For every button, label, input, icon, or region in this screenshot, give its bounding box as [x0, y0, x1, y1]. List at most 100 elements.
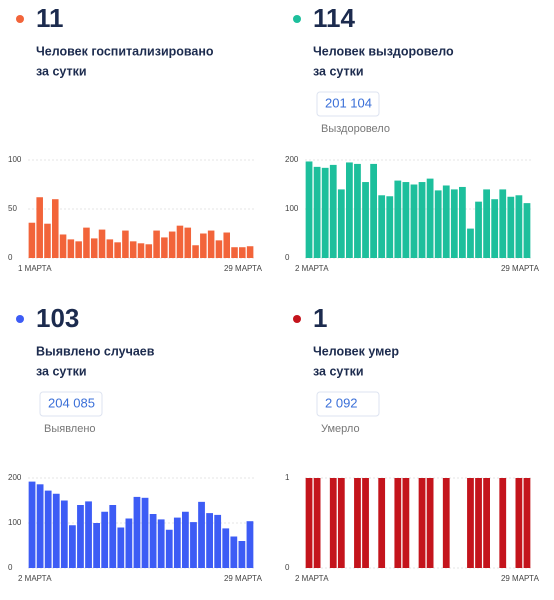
x-tick-label: 29 МАРТА — [501, 574, 540, 583]
bar — [173, 517, 181, 568]
bar — [378, 195, 386, 258]
bar — [354, 478, 361, 568]
bar — [515, 195, 523, 258]
total-caption: Выздоровело — [321, 123, 390, 135]
caption: Человек умер — [313, 344, 399, 358]
bar — [137, 243, 145, 258]
headline: 11 — [36, 3, 64, 33]
bar — [418, 182, 426, 258]
bar — [52, 199, 59, 258]
bar — [168, 231, 176, 258]
bar — [206, 513, 213, 568]
bar — [141, 497, 149, 568]
bar — [305, 478, 313, 568]
bar — [90, 238, 98, 258]
y-tick-label: 0 — [8, 253, 13, 262]
bullet — [16, 15, 24, 23]
bar — [337, 189, 345, 258]
bar — [69, 525, 76, 568]
caption: Человек госпитализировано — [36, 44, 214, 58]
bar — [157, 519, 165, 568]
x-tick-label: 1 МАРТА — [18, 264, 52, 273]
bar — [192, 245, 199, 258]
bar — [214, 514, 222, 568]
bar — [149, 514, 157, 568]
bar — [434, 190, 442, 258]
bar — [200, 233, 207, 258]
headline: 114 — [313, 3, 355, 33]
bar — [161, 237, 168, 258]
bar — [36, 484, 44, 568]
y-tick-label: 100 — [8, 155, 22, 164]
y-tick-label: 200 — [8, 473, 22, 482]
y-tick-label: 0 — [8, 563, 13, 572]
bar — [122, 230, 129, 258]
bar — [52, 493, 60, 568]
bar — [450, 189, 458, 258]
bar — [182, 511, 189, 568]
x-tick-label: 29 МАРТА — [501, 264, 540, 273]
bar — [329, 478, 337, 568]
bar — [410, 184, 418, 258]
bar — [362, 478, 369, 568]
x-tick-label: 2 МАРТА — [295, 574, 329, 583]
bullet — [16, 315, 24, 323]
bar — [93, 523, 100, 568]
bar — [329, 164, 337, 258]
bar — [499, 478, 507, 568]
bar — [36, 197, 43, 258]
bar — [475, 478, 482, 568]
bar — [59, 234, 67, 258]
bar — [523, 478, 531, 568]
caption: за сутки — [36, 364, 87, 378]
bar — [109, 505, 117, 568]
bar — [321, 167, 329, 258]
bar — [165, 529, 173, 568]
bar — [354, 163, 361, 258]
y-tick-label: 50 — [8, 204, 17, 213]
bar — [28, 481, 36, 568]
bar — [337, 478, 345, 568]
bar — [402, 478, 410, 568]
bar — [386, 196, 394, 258]
bar — [75, 241, 82, 258]
bar — [515, 478, 523, 568]
caption: Человек выздоровело — [313, 44, 454, 58]
caption: за сутки — [313, 64, 364, 78]
x-tick-label: 29 МАРТА — [224, 574, 263, 583]
bar — [246, 521, 254, 568]
bar — [44, 490, 52, 568]
bar — [394, 180, 402, 258]
total-caption: Выявлено — [44, 423, 96, 435]
y-tick-label: 100 — [285, 204, 299, 213]
x-tick-label: 2 МАРТА — [18, 574, 52, 583]
caption: за сутки — [313, 364, 364, 378]
y-tick-label: 0 — [285, 253, 290, 262]
bullet — [293, 15, 301, 23]
y-tick-label: 100 — [8, 518, 22, 527]
total-caption: Умерло — [321, 423, 360, 435]
caption: за сутки — [36, 64, 87, 78]
bar — [418, 478, 426, 568]
bar — [459, 186, 466, 258]
total: 2 092 — [325, 395, 358, 410]
total-box — [39, 391, 103, 417]
bar — [83, 227, 90, 258]
total-box — [316, 91, 380, 117]
bar — [238, 541, 246, 568]
bar — [378, 478, 386, 568]
bar — [106, 239, 114, 258]
bar — [230, 536, 238, 568]
total: 201 104 — [325, 95, 372, 110]
bar — [467, 228, 474, 258]
bar — [313, 166, 321, 258]
bar — [507, 196, 515, 258]
bar — [305, 161, 313, 258]
bar — [153, 230, 160, 258]
bar — [176, 225, 184, 258]
bar — [475, 201, 482, 258]
bar — [370, 163, 377, 258]
bar — [426, 178, 434, 258]
bar — [67, 239, 75, 258]
